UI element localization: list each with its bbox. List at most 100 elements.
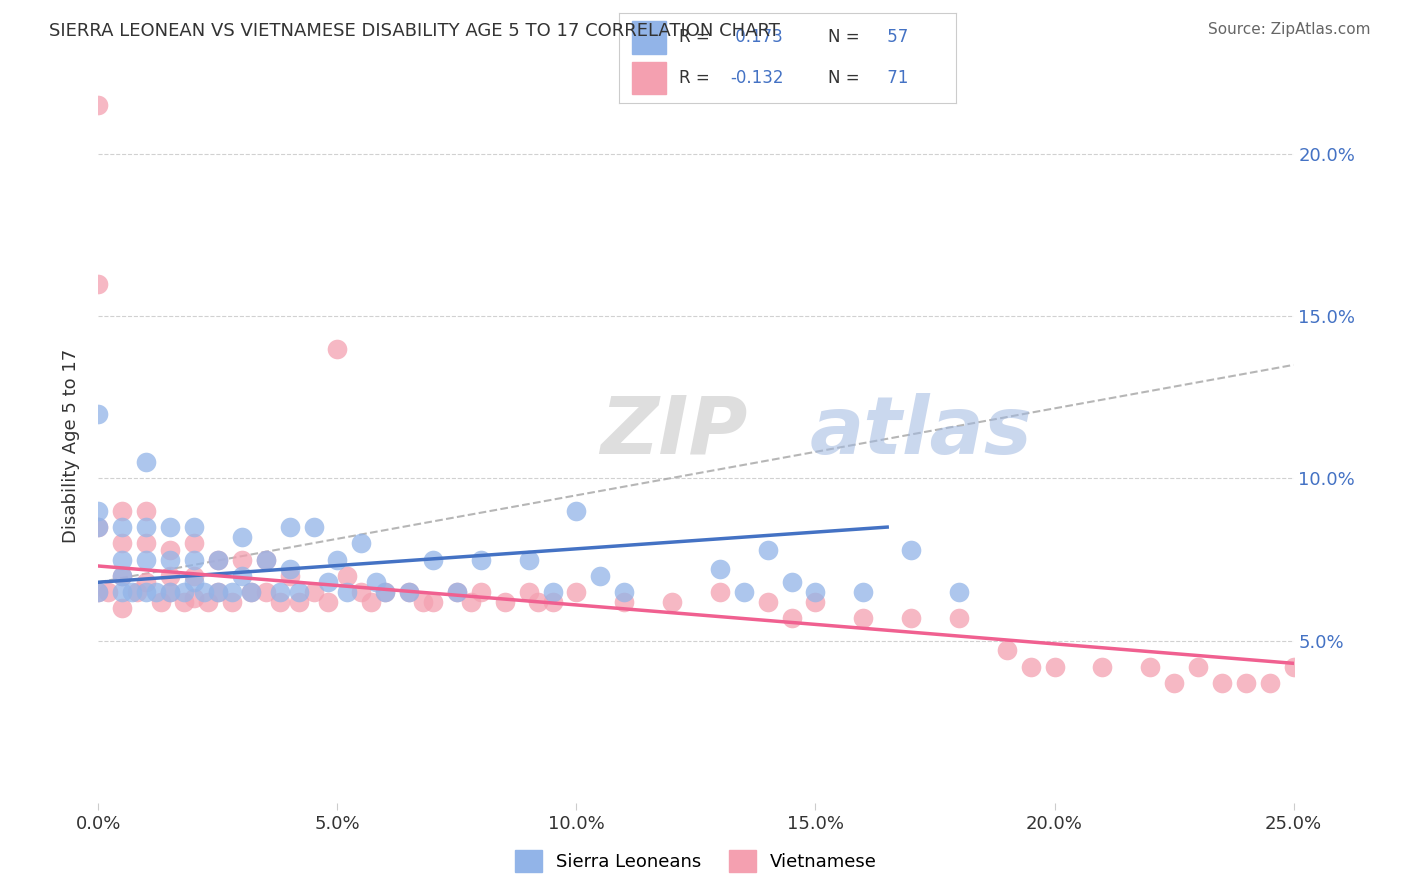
Point bbox=[193, 585, 215, 599]
Point bbox=[159, 568, 181, 582]
Point bbox=[254, 552, 277, 566]
Point bbox=[804, 595, 827, 609]
Point bbox=[87, 520, 110, 534]
Text: R =: R = bbox=[679, 29, 716, 46]
Point bbox=[804, 585, 827, 599]
Point bbox=[412, 595, 434, 609]
Point bbox=[1043, 659, 1066, 673]
Point bbox=[278, 562, 301, 576]
Point bbox=[613, 585, 636, 599]
Point bbox=[756, 542, 779, 557]
Point bbox=[1234, 675, 1257, 690]
Point bbox=[565, 585, 588, 599]
Point bbox=[111, 536, 134, 550]
Point bbox=[135, 455, 157, 469]
Point bbox=[900, 611, 922, 625]
Point bbox=[207, 585, 229, 599]
Point bbox=[316, 595, 339, 609]
Point bbox=[422, 595, 444, 609]
Point bbox=[135, 520, 157, 534]
Text: N =: N = bbox=[828, 69, 865, 87]
Point bbox=[254, 552, 277, 566]
Point bbox=[780, 575, 803, 590]
Point bbox=[183, 552, 205, 566]
Point bbox=[1187, 659, 1209, 673]
Point bbox=[111, 520, 134, 534]
Point bbox=[111, 568, 134, 582]
Point bbox=[240, 585, 263, 599]
Point bbox=[288, 585, 311, 599]
Point bbox=[852, 611, 875, 625]
Point bbox=[197, 595, 219, 609]
Point bbox=[221, 595, 243, 609]
Point bbox=[661, 595, 683, 609]
Point bbox=[1258, 675, 1281, 690]
Point bbox=[326, 552, 349, 566]
Point bbox=[852, 585, 875, 599]
Point bbox=[121, 585, 143, 599]
Point bbox=[589, 568, 612, 582]
Point bbox=[302, 520, 325, 534]
Point bbox=[948, 585, 970, 599]
Point bbox=[231, 568, 253, 582]
Point bbox=[240, 585, 263, 599]
Point bbox=[173, 585, 195, 599]
Text: 57: 57 bbox=[882, 29, 908, 46]
Point bbox=[948, 611, 970, 625]
Point bbox=[207, 552, 229, 566]
Point bbox=[350, 585, 373, 599]
Point bbox=[231, 552, 253, 566]
Point bbox=[446, 585, 468, 599]
Text: ZIP: ZIP bbox=[600, 392, 748, 471]
Point bbox=[541, 595, 564, 609]
Text: 0.173: 0.173 bbox=[730, 29, 783, 46]
Point bbox=[87, 504, 110, 518]
Point bbox=[135, 575, 157, 590]
Point bbox=[350, 536, 373, 550]
Point bbox=[288, 595, 311, 609]
Point bbox=[756, 595, 779, 609]
Point bbox=[135, 536, 157, 550]
Point bbox=[87, 277, 110, 291]
Point bbox=[278, 568, 301, 582]
Text: atlas: atlas bbox=[810, 392, 1032, 471]
Point bbox=[995, 643, 1018, 657]
Point bbox=[159, 542, 181, 557]
Point bbox=[269, 585, 291, 599]
Point bbox=[1211, 675, 1233, 690]
Point bbox=[709, 585, 731, 599]
Point bbox=[254, 585, 277, 599]
Bar bbox=[633, 21, 666, 54]
Point bbox=[709, 562, 731, 576]
Text: N =: N = bbox=[828, 29, 865, 46]
Text: -0.132: -0.132 bbox=[730, 69, 783, 87]
Point bbox=[446, 585, 468, 599]
Point bbox=[374, 585, 396, 599]
Point bbox=[231, 530, 253, 544]
Point bbox=[87, 98, 110, 112]
Point bbox=[1306, 675, 1329, 690]
Point bbox=[183, 591, 205, 606]
Point bbox=[1163, 675, 1185, 690]
Point bbox=[221, 585, 243, 599]
Point bbox=[900, 542, 922, 557]
Point bbox=[159, 585, 181, 599]
Bar bbox=[633, 62, 666, 94]
Point bbox=[159, 585, 181, 599]
Point bbox=[135, 504, 157, 518]
Point bbox=[125, 585, 148, 599]
Text: R =: R = bbox=[679, 69, 716, 87]
Point bbox=[111, 601, 134, 615]
Point bbox=[97, 585, 120, 599]
Point bbox=[183, 536, 205, 550]
Point bbox=[87, 407, 110, 421]
Point bbox=[460, 595, 482, 609]
Point bbox=[527, 595, 550, 609]
Point bbox=[336, 585, 359, 599]
Point bbox=[1139, 659, 1161, 673]
Point bbox=[87, 585, 110, 599]
Point bbox=[517, 585, 540, 599]
Point bbox=[183, 520, 205, 534]
Text: SIERRA LEONEAN VS VIETNAMESE DISABILITY AGE 5 TO 17 CORRELATION CHART: SIERRA LEONEAN VS VIETNAMESE DISABILITY … bbox=[49, 22, 780, 40]
Point bbox=[87, 520, 110, 534]
